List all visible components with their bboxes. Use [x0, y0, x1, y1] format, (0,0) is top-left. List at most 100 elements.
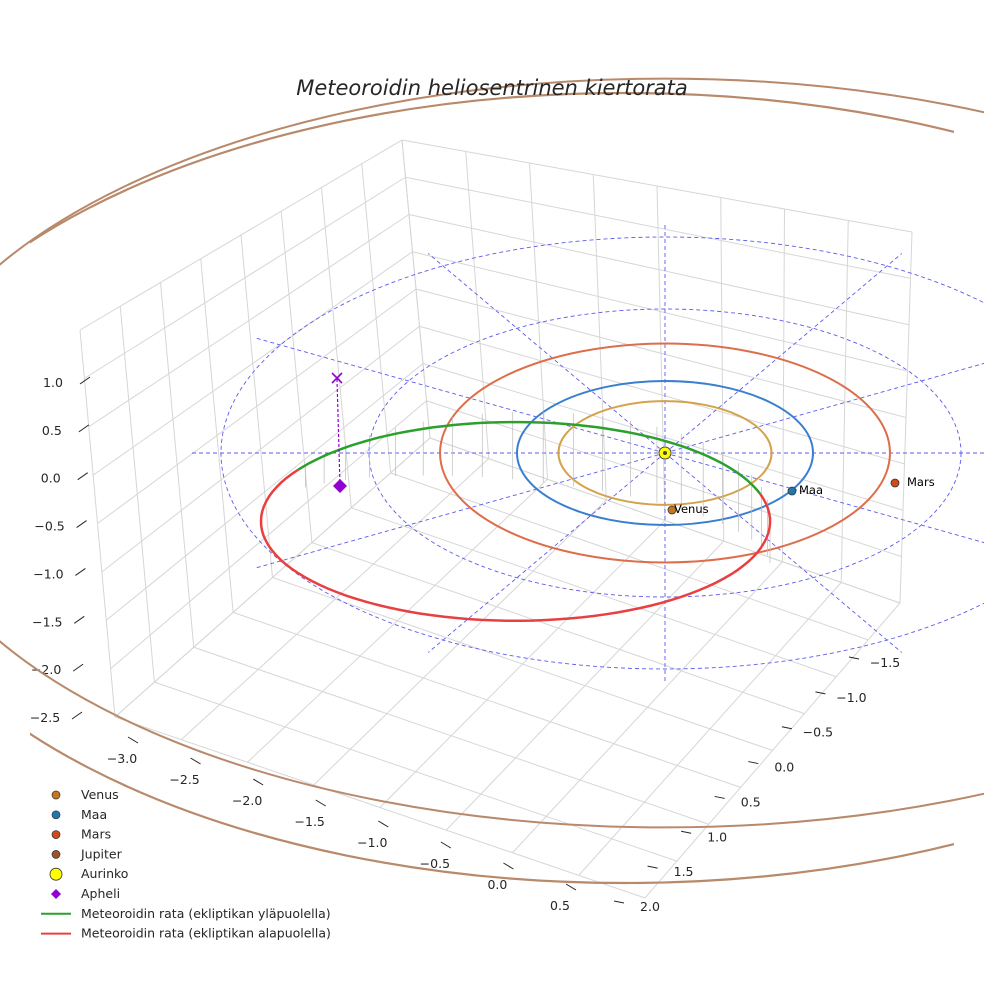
y-tick-mark: [748, 761, 759, 765]
x-tick-mark: [315, 799, 326, 807]
wall-grid-line: [361, 163, 392, 473]
floor-grid-line: [311, 542, 805, 715]
aphelion-projection-marker: [331, 372, 343, 384]
legend-label: Maa: [81, 807, 107, 822]
y-tick-label: 1.0: [707, 829, 727, 844]
earth-label: Maa: [799, 483, 823, 497]
ecliptic-spoke: [664, 452, 984, 544]
legend-label: Meteoroidin rata (ekliptikan alapuolella…: [81, 926, 331, 941]
chart-markers: Venus Maa Mars: [331, 372, 935, 516]
wall-grid-line: [84, 176, 406, 379]
z-tick-label: −1.0: [33, 566, 63, 581]
y-tick-label: 2.0: [640, 899, 660, 914]
z-tick-label: 0.0: [41, 471, 61, 486]
z-tick-mark: [79, 376, 91, 385]
wall-grid-line: [88, 214, 410, 428]
z-tick-label: −1.5: [32, 614, 62, 629]
floor-grid-line: [390, 472, 869, 641]
legend-label: Aurinko: [81, 866, 128, 881]
ecliptic-spoke: [254, 337, 666, 454]
z-tick-mark: [73, 615, 85, 624]
y-tick-label: −0.5: [803, 725, 833, 740]
legend-marker: [51, 850, 61, 859]
wall-grid-line: [79, 139, 403, 331]
floor-grid-line: [272, 577, 773, 751]
x-tick-label: −2.0: [232, 793, 262, 808]
legend-label: Apheli: [81, 886, 120, 901]
orbit-jupiter-arc: [30, 92, 954, 884]
legend-marker: [51, 790, 61, 800]
x-tick-label: 0.0: [487, 877, 507, 892]
x-tick-label: −1.0: [357, 835, 387, 850]
floor-grid-line: [445, 540, 725, 831]
wall-grid-line: [899, 231, 913, 604]
floor-grid-line: [351, 507, 837, 678]
x-tick-label: −0.5: [420, 856, 450, 871]
y-tick-mark: [681, 830, 692, 834]
legend-marker: [51, 889, 61, 899]
wall-grid-line: [321, 187, 352, 508]
mars-label: Mars: [907, 475, 935, 489]
z-tick-mark: [76, 520, 87, 528]
orbit-below-ecliptic: [259, 468, 772, 623]
y-tick-mark: [848, 656, 860, 660]
z-tick-mark: [78, 424, 90, 433]
ecliptic-spoke: [664, 362, 984, 454]
y-tick-label: −1.0: [836, 690, 866, 705]
wall-grid-line: [405, 176, 911, 279]
orbit-maa: [516, 380, 814, 526]
meteoroid-orbit: [259, 411, 772, 623]
legend-marker: [51, 830, 61, 839]
orbit-jupiter: [0, 77, 984, 829]
x-tick-mark: [127, 736, 139, 744]
orbit-mars: [439, 342, 891, 564]
ecliptic-spoke: [254, 452, 666, 569]
x-tick-mark: [190, 757, 201, 765]
wall-grid-line: [412, 251, 908, 372]
venus-marker: [667, 505, 677, 515]
x-tick-mark: [252, 778, 264, 786]
floor-grid-line: [512, 561, 783, 854]
wall-grid-line: [408, 214, 910, 326]
wall-grid-line: [92, 251, 413, 476]
venus-label: Venus: [674, 502, 709, 516]
y-tick-label: 0.5: [741, 794, 761, 809]
wall-grid-line: [782, 208, 785, 562]
x-tick-label: 0.5: [550, 898, 570, 913]
ecliptic-spoke: [427, 253, 666, 454]
legend-label: Mars: [81, 827, 111, 842]
z-tick-label: −2.5: [30, 710, 60, 725]
aphelion-drop-line: [336, 378, 341, 487]
legend-marker: [49, 867, 63, 881]
x-tick-label: −2.5: [169, 772, 199, 787]
y-tick-label: 1.5: [674, 864, 694, 879]
y-tick-mark: [714, 795, 725, 799]
floor-grid-line: [644, 602, 901, 899]
earth-marker: [787, 486, 797, 496]
y-tick-label: 0.0: [774, 760, 794, 775]
y-tick-label: −1.5: [870, 655, 900, 670]
x-tick-label: −1.5: [295, 814, 325, 829]
sun-core: [663, 451, 667, 455]
wall-grid-line: [401, 139, 913, 233]
wall-grid-line: [415, 288, 907, 418]
mars-marker: [890, 478, 900, 488]
chart-title: Meteoroidin heliosentrinen kiertorata: [296, 76, 688, 100]
x-tick-mark: [440, 841, 452, 849]
aphelion-marker: [333, 479, 347, 493]
ecliptic-spoke: [427, 452, 666, 653]
z-tick-label: −0.5: [34, 519, 64, 534]
wall-grid-line: [97, 288, 417, 524]
ecliptic-spoke: [664, 452, 903, 653]
x-tick-label: −3.0: [107, 751, 137, 766]
legend-label: Venus: [81, 787, 119, 802]
y-tick-mark: [613, 900, 625, 904]
x-tick-mark: [378, 820, 389, 828]
y-tick-mark: [647, 865, 658, 869]
legend-label: Jupiter: [80, 846, 123, 861]
x-tick-mark: [565, 883, 577, 891]
legend-marker: [51, 810, 61, 820]
z-tick-label: 0.5: [42, 423, 62, 438]
y-tick-mark: [815, 691, 826, 695]
